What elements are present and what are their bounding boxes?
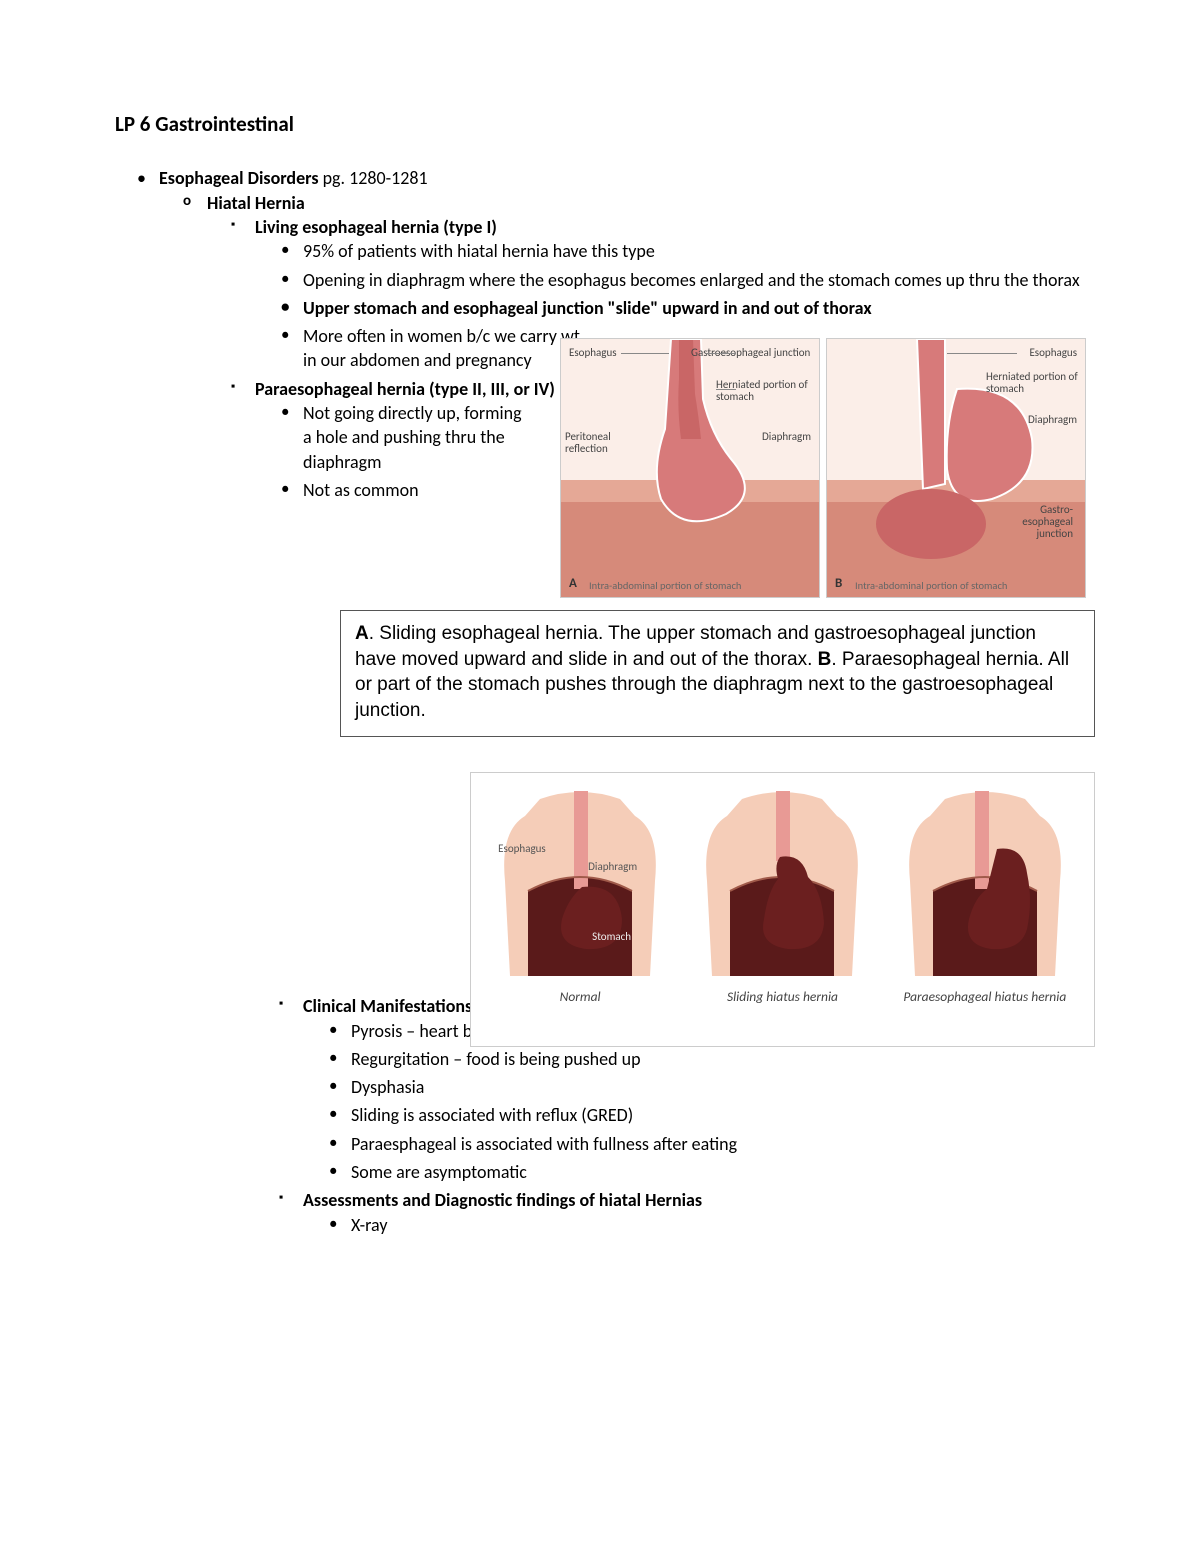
list-item: Paraesphageal is associated with fullnes… [351, 1132, 1085, 1156]
panel-b-caption: Intra-abdominal portion of stomach [855, 579, 1077, 593]
label-herniated: Herniated portion of stomach [716, 379, 811, 403]
type1-heading: Living esophageal hernia (type I) [255, 216, 497, 238]
panel-letter-b: B [835, 575, 842, 593]
figure-caption-box: A. Sliding esophageal hernia. The upper … [340, 610, 1095, 737]
fig2-label-stomach: Stomach [592, 931, 631, 942]
list-item: Not going directly up, forming a hole an… [303, 401, 533, 474]
label-gej2: Gastro-esophageal junction [1003, 504, 1073, 540]
list-item: Upper stomach and esophageal junction "s… [303, 296, 1085, 320]
label-esophagus-b: Esophagus [1029, 347, 1077, 359]
label-diaphragm-b: Diaphragm [1028, 414, 1077, 426]
hernia-diagram-panels: Esophagus Gastroesophageal junction Hern… [560, 338, 1090, 598]
topic-pages: pg. 1280-1281 [319, 167, 428, 189]
torso-sliding: Sliding hiatus hernia [687, 791, 877, 1005]
panel-a-caption: Intra-abdominal portion of stomach [589, 579, 811, 593]
panel-a: Esophagus Gastroesophageal junction Hern… [560, 338, 820, 598]
fig2-caption-sliding: Sliding hiatus hernia [687, 989, 877, 1005]
list-item: More often in women b/c we carry wt in o… [303, 324, 583, 373]
page-title: LP 6 Gastrointestinal [115, 110, 1085, 138]
label-esophagus: Esophagus [569, 347, 617, 359]
list-item: X-ray [351, 1213, 1085, 1237]
list-item: Regurgitation – food is being pushed up [351, 1047, 1085, 1071]
fig2-caption-normal: Normal [485, 989, 675, 1005]
list-item: Opening in diaphragm where the esophagus… [303, 268, 1085, 292]
label-diaphragm: Diaphragm [762, 431, 811, 443]
subtopic-label: Hiatal Hernia [207, 192, 305, 214]
label-herniated-b: Herniated portion of stomach [986, 371, 1081, 395]
topic-label: Esophageal Disorders [159, 167, 319, 189]
torso-para: Paraesophageal hiatus hernia [890, 791, 1080, 1005]
fig2-label-esophagus: Esophagus [498, 843, 546, 854]
fig2-caption-para: Paraesophageal hiatus hernia [890, 989, 1080, 1005]
torso-comparison-diagram: Esophagus Diaphragm Stomach Normal Slidi… [470, 772, 1095, 1047]
caption-b-letter: B [818, 649, 832, 670]
list-item: Dysphasia [351, 1075, 1085, 1099]
list-item: Not as common [303, 478, 585, 502]
type2-heading-item: Paraesophageal hernia (type II, III, or … [255, 377, 585, 502]
fig2-label-diaphragm: Diaphragm [588, 861, 637, 872]
assess-heading: Assessments and Diagnostic findings of h… [303, 1189, 702, 1211]
assess-heading-item: Assessments and Diagnostic findings of h… [303, 1188, 1085, 1237]
panel-b: Esophagus Herniated portion of stomach D… [826, 338, 1086, 598]
caption-a-letter: A [355, 623, 369, 644]
type2-heading: Paraesophageal hernia (type II, III, or … [255, 378, 555, 400]
list-item: Sliding is associated with reflux (GRED) [351, 1103, 1085, 1127]
panel-letter-a: A [569, 575, 577, 593]
label-peritoneal: Peritoneal reflection [565, 431, 625, 455]
torso-normal: Esophagus Diaphragm Stomach Normal [485, 791, 675, 1005]
list-item: Some are asymptomatic [351, 1160, 1085, 1184]
list-item: 95% of patients with hiatal hernia have … [303, 239, 1085, 263]
